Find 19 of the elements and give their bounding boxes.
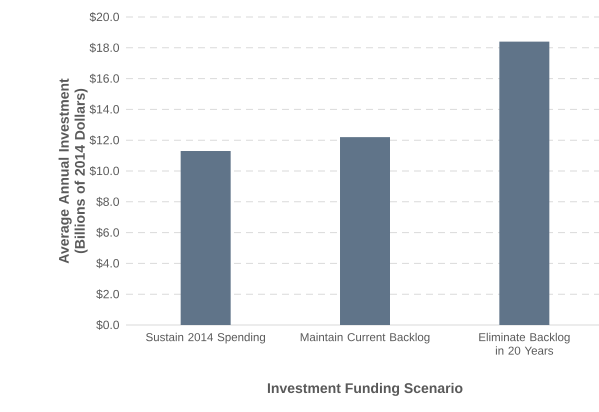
y-tick-label: $8.0 — [96, 196, 120, 207]
x-axis-title: Investment Funding Scenario — [268, 382, 462, 396]
bar — [499, 42, 550, 325]
y-axis-title: Average Annual Investment (Billions of 2014 Dollars) — [58, 78, 88, 264]
y-tick-label: $0.0 — [96, 320, 120, 330]
y-tick-label: $10.0 — [90, 166, 120, 176]
y-tick-label: $20.0 — [90, 12, 120, 22]
x-tick-label: Eliminate Backlog in 20 Years — [479, 332, 570, 355]
y-tick-label: $2.0 — [96, 289, 120, 300]
x-tick-label: Maintain Current Backlog — [300, 332, 430, 344]
bar — [180, 150, 231, 325]
y-tick-label: $12.0 — [90, 135, 120, 146]
x-tick-label: Sustain 2014 Spending — [146, 332, 265, 344]
y-tick-label: $14.0 — [90, 104, 120, 114]
y-tick-label: $18.0 — [90, 42, 120, 53]
y-tick-label: $6.0 — [96, 228, 120, 238]
y-tick-label: $16.0 — [90, 74, 120, 84]
bar — [340, 137, 390, 325]
y-tick-label: $4.0 — [96, 258, 120, 268]
